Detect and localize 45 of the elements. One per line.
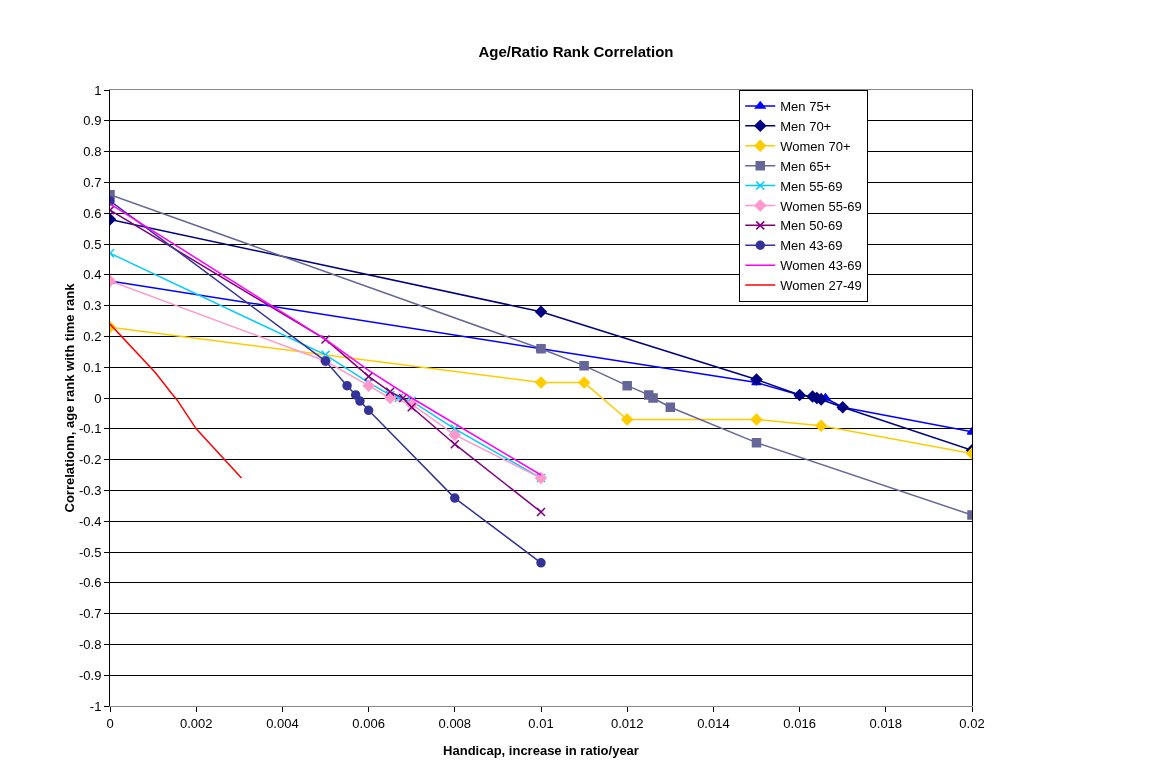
legend-label: Women 43-69 [780, 258, 862, 274]
x-tick-label: 0 [106, 715, 114, 731]
y-tick-label: 0.3 [83, 298, 102, 314]
legend-label: Men 50-69 [780, 218, 843, 234]
x-tick-label: 0.002 [179, 715, 213, 731]
y-tick-label: -0.2 [78, 452, 102, 468]
y-tick-label: -0.5 [78, 544, 102, 560]
x-tick-label: 0.01 [528, 715, 554, 731]
y-tick-label: -1 [89, 698, 102, 714]
y-tick-label: 0.8 [83, 144, 102, 160]
legend-label: Women 70+ [780, 138, 851, 154]
y-tick-label: -0.6 [78, 575, 102, 591]
legend-label: Men 55-69 [780, 178, 843, 194]
y-tick-label: -0.8 [78, 636, 102, 652]
y-tick-label: -0.4 [78, 513, 102, 529]
y-tick-label: 0.5 [83, 236, 102, 252]
x-tick-label: 0.012 [610, 715, 644, 731]
x-axis-title: Handicap, increase in ratio/year [443, 743, 639, 758]
legend-label: Women 55-69 [780, 198, 862, 214]
x-tick-label: 0.02 [959, 715, 985, 731]
x-tick-label: 0.004 [266, 715, 299, 731]
x-tick-label: 0.018 [869, 715, 903, 731]
chart-title: Age/Ratio Rank Correlation [478, 43, 674, 61]
y-tick-label: 0 [94, 390, 102, 406]
y-tick-label: 0.6 [83, 205, 102, 221]
legend-label: Men 43-69 [780, 238, 843, 254]
x-tick-label: 0.016 [783, 715, 816, 731]
y-tick-label: -0.7 [78, 606, 102, 622]
x-tick-label: 0.014 [697, 715, 730, 731]
y-tick-label: -0.3 [78, 482, 102, 498]
legend-label: Men 70+ [780, 118, 832, 134]
x-tick-label: 0.006 [352, 715, 385, 731]
y-tick-label: 0.2 [83, 328, 102, 344]
y-tick-label: -0.1 [78, 421, 102, 437]
legend-label: Men 75+ [780, 99, 832, 115]
y-tick-label: 0.4 [83, 267, 102, 283]
y-tick-label: 0.1 [83, 359, 102, 375]
legend-label: Men 65+ [780, 158, 832, 174]
y-axis-title: Correlationn, age rank with time rank [61, 282, 77, 513]
x-tick-label: 0.008 [438, 715, 472, 731]
y-tick-label: 0.9 [83, 113, 102, 129]
y-tick-label: 1 [94, 82, 102, 98]
legend-label: Women 27-49 [780, 278, 862, 294]
y-tick-label: 0.7 [83, 174, 102, 190]
y-tick-label: -0.9 [78, 667, 102, 683]
